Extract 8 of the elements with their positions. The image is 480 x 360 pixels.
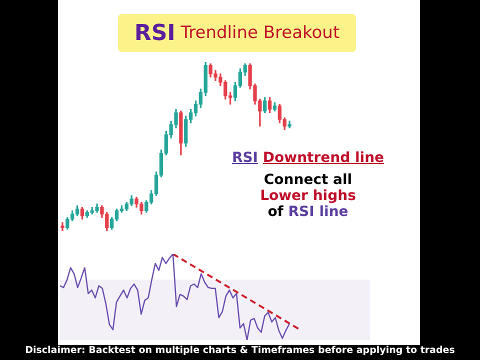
annotation: Downtrend line (262, 150, 384, 166)
annotation: Connect all (262, 172, 354, 188)
text: Disclaimer: Backtest on multiple charts & Timeframes before applying to trades (25, 345, 455, 356)
chart-title: RSI Trendline Breakout (134, 20, 340, 46)
annotation: RSI (232, 150, 258, 166)
annotation: Lower highs (259, 188, 357, 204)
annotation: of (268, 204, 284, 220)
annotation: RSI line (288, 204, 348, 220)
